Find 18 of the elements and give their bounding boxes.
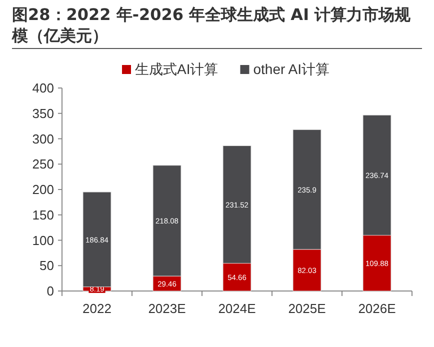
x-tick-label: 2025E [288, 301, 326, 316]
y-tick-label: 300 [32, 131, 54, 146]
y-tick-label: 250 [32, 156, 54, 172]
x-tick-label: 2023E [148, 301, 186, 316]
y-tick-label: 50 [40, 258, 54, 274]
legend-label: other AI计算 [253, 61, 330, 77]
x-tick-label: 2026E [358, 301, 396, 316]
legend-label: 生成式AI计算 [135, 61, 218, 77]
y-tick-label: 0 [46, 284, 54, 298]
y-tick-label: 350 [32, 106, 54, 121]
y-tick-label: 100 [32, 232, 54, 248]
x-tick-label: 2022 [82, 301, 112, 316]
x-tick-label: 2024E [218, 301, 256, 316]
bar [82, 192, 112, 288]
y-tick-label: 400 [32, 80, 54, 96]
chart-title: 图28：2022 年-2026 年全球生成式 AI 计算力市场规模（亿美元） [12, 4, 422, 49]
y-tick-label: 150 [32, 207, 54, 222]
y-tick-label: 200 [32, 182, 54, 197]
